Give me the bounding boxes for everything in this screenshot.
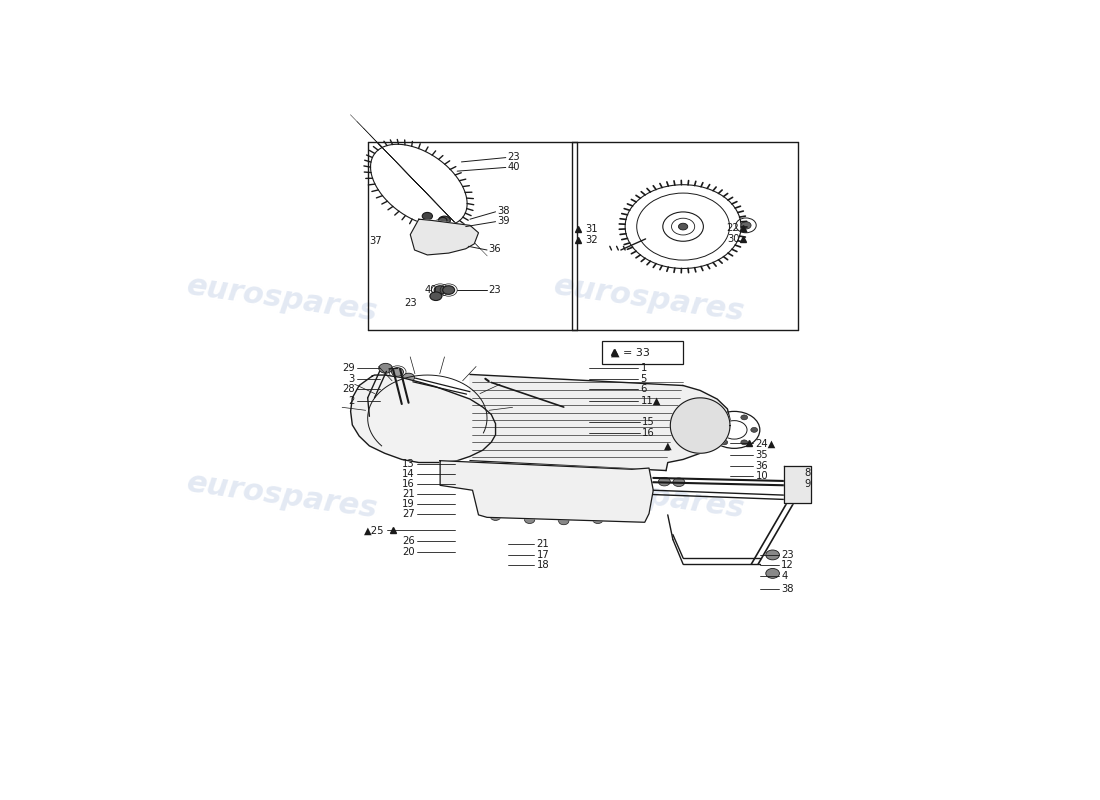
Polygon shape: [783, 466, 811, 502]
Polygon shape: [410, 219, 478, 255]
Text: 24▲: 24▲: [756, 438, 775, 449]
Text: eurospares: eurospares: [551, 469, 747, 524]
Text: 29: 29: [342, 363, 355, 374]
Polygon shape: [670, 398, 730, 454]
Circle shape: [740, 415, 748, 420]
Circle shape: [627, 514, 637, 522]
Text: 21: 21: [537, 539, 549, 550]
Text: 2: 2: [349, 396, 355, 406]
Circle shape: [434, 286, 447, 294]
Circle shape: [798, 486, 807, 493]
Text: 1: 1: [640, 363, 647, 374]
Text: 40: 40: [507, 162, 520, 173]
Circle shape: [711, 427, 717, 432]
Text: 19: 19: [402, 498, 415, 509]
Circle shape: [430, 292, 442, 301]
Polygon shape: [440, 461, 653, 522]
Circle shape: [766, 550, 780, 560]
Circle shape: [422, 213, 432, 220]
Circle shape: [751, 427, 758, 432]
Circle shape: [392, 368, 404, 376]
Bar: [602, 341, 683, 364]
Text: eurospares: eurospares: [185, 271, 380, 327]
Circle shape: [525, 516, 535, 523]
Text: 21: 21: [402, 489, 415, 499]
Text: 36: 36: [756, 461, 768, 470]
Circle shape: [559, 518, 569, 525]
Circle shape: [491, 513, 501, 521]
Text: 40: 40: [425, 285, 438, 295]
Circle shape: [403, 373, 415, 382]
Text: 26: 26: [402, 536, 415, 546]
Text: 38: 38: [781, 584, 793, 594]
Text: 27: 27: [402, 509, 415, 518]
Circle shape: [439, 216, 450, 225]
Circle shape: [720, 440, 728, 445]
Circle shape: [741, 222, 751, 229]
Text: 10: 10: [756, 471, 768, 481]
Text: 6: 6: [640, 384, 647, 394]
Text: 17: 17: [537, 550, 549, 560]
Text: 37: 37: [370, 236, 382, 246]
Text: 30: 30: [727, 234, 739, 244]
Circle shape: [378, 363, 393, 373]
Text: 38: 38: [497, 206, 509, 216]
Text: 11▲: 11▲: [640, 396, 661, 406]
Circle shape: [593, 516, 603, 523]
Polygon shape: [351, 375, 495, 462]
Text: 15: 15: [642, 418, 654, 427]
Circle shape: [553, 506, 574, 521]
Polygon shape: [470, 374, 730, 470]
Text: 14: 14: [402, 470, 415, 479]
Circle shape: [442, 286, 454, 294]
Circle shape: [740, 440, 748, 445]
Text: 36: 36: [488, 244, 502, 254]
Text: 39: 39: [497, 216, 510, 226]
Text: 23: 23: [405, 298, 417, 308]
Text: 23: 23: [507, 152, 520, 162]
Text: 12: 12: [781, 560, 794, 570]
Circle shape: [788, 486, 798, 493]
Circle shape: [659, 478, 670, 486]
Text: ▲25: ▲25: [364, 526, 385, 535]
Text: 35: 35: [756, 450, 768, 459]
Circle shape: [447, 229, 459, 237]
Text: 28: 28: [342, 384, 355, 394]
Text: 16: 16: [642, 428, 654, 438]
Text: 18: 18: [537, 560, 549, 570]
Text: 22: 22: [727, 223, 739, 233]
Circle shape: [766, 569, 780, 578]
Text: 31: 31: [585, 224, 597, 234]
Text: 8: 8: [804, 468, 811, 478]
Text: ▲ = 33: ▲ = 33: [610, 347, 649, 358]
Text: 32: 32: [585, 235, 597, 245]
Text: 16: 16: [402, 479, 415, 489]
Circle shape: [431, 241, 443, 250]
Circle shape: [788, 470, 798, 477]
Text: 4: 4: [781, 571, 788, 582]
Circle shape: [679, 223, 688, 230]
Circle shape: [720, 415, 728, 420]
Text: 5: 5: [640, 374, 647, 384]
Text: 13: 13: [402, 459, 415, 470]
Circle shape: [557, 509, 571, 518]
Text: 23: 23: [488, 285, 502, 295]
Text: eurospares: eurospares: [551, 271, 747, 327]
Text: 3: 3: [349, 374, 355, 384]
Circle shape: [673, 478, 685, 486]
Text: 20: 20: [402, 547, 415, 557]
Text: eurospares: eurospares: [185, 469, 380, 524]
Text: 23: 23: [781, 550, 794, 560]
Circle shape: [420, 238, 431, 247]
Circle shape: [798, 470, 807, 477]
Circle shape: [434, 221, 447, 230]
Text: 9: 9: [804, 479, 811, 489]
Text: ▲: ▲: [664, 441, 672, 451]
